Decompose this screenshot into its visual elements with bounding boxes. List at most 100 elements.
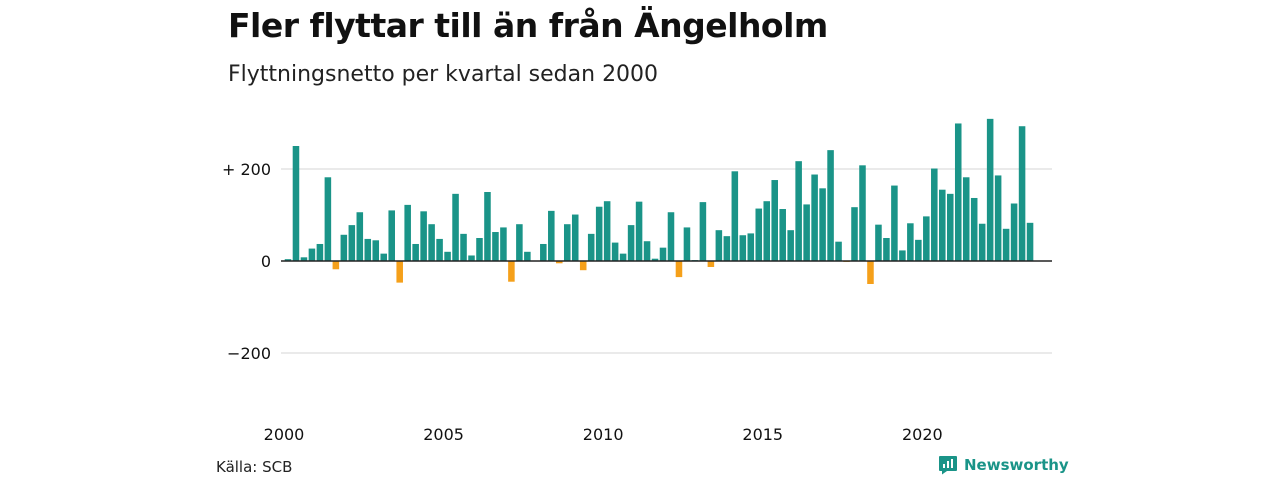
- bar-2004-k1: [412, 243, 419, 261]
- bar-2020-k3: [939, 189, 946, 261]
- bar-2008-k3: [556, 261, 563, 264]
- bar-2002-k2: [356, 212, 364, 261]
- bar-2003-k4: [404, 204, 411, 261]
- bar-2005-k2: [452, 193, 459, 261]
- bar-2008-k2: [548, 210, 555, 261]
- bar-2016-k4: [819, 188, 826, 261]
- bar-2019-k1: [891, 185, 898, 261]
- bar-2013-k3: [715, 230, 723, 261]
- y-tick-label: −200: [227, 344, 271, 363]
- bar-2000-k2: [292, 146, 300, 261]
- labels-layer: + 200 0 −200 2000 2005 2010 2015 2020: [222, 160, 943, 444]
- bar-2001-k2: [324, 177, 332, 261]
- bar-2000-k3: [300, 257, 308, 261]
- bar-2009-k2: [579, 261, 587, 271]
- x-tick-label: 2020: [902, 425, 943, 444]
- bar-2018-k3: [875, 224, 882, 261]
- y-tick-label: + 200: [222, 160, 271, 179]
- bar-2001-k1: [316, 243, 324, 261]
- bar-2005-k4: [468, 255, 475, 261]
- bar-2003-k3: [396, 261, 403, 283]
- bar-2013-k4: [723, 236, 731, 261]
- bar-2006-k1: [476, 238, 483, 261]
- bar-2010-k1: [603, 201, 611, 261]
- bar-2013-k2: [707, 261, 715, 267]
- bar-2020-k2: [931, 168, 938, 261]
- bar-2010-k2: [611, 242, 619, 261]
- bar-2002-k4: [372, 240, 380, 261]
- bar-2008-k1: [540, 243, 547, 261]
- bar-2018-k2: [867, 261, 874, 284]
- bar-2014-k2: [739, 235, 747, 261]
- bar-2002-k3: [364, 238, 372, 261]
- x-tick-label: 2010: [583, 425, 624, 444]
- bar-2012-k3: [683, 227, 691, 261]
- bar-2011-k3: [651, 258, 659, 261]
- bar-2016-k2: [803, 204, 810, 261]
- bar-2005-k3: [460, 233, 467, 261]
- chart-title: Fler flyttar till än från Ängelholm: [228, 6, 828, 45]
- x-tick-label: 2015: [742, 425, 783, 444]
- bar-2014-k3: [747, 233, 755, 261]
- bar-2021-k1: [954, 123, 962, 262]
- bar-2015-k1: [763, 201, 771, 261]
- bar-2021-k4: [978, 223, 986, 261]
- bar-2005-k1: [444, 251, 451, 261]
- bar-2015-k2: [771, 180, 778, 261]
- bar-2004-k2: [420, 211, 427, 261]
- bar-2009-k1: [571, 214, 579, 261]
- bar-2017-k1: [827, 150, 834, 261]
- bar-2011-k1: [635, 201, 643, 261]
- bar-2006-k4: [500, 227, 507, 261]
- bar-2001-k4: [340, 234, 348, 261]
- bar-2014-k1: [731, 171, 739, 261]
- bar-2020-k4: [946, 193, 954, 261]
- brand-name: Newsworthy: [964, 456, 1069, 474]
- bar-2023-k1: [1018, 126, 1026, 261]
- bar-2007-k1: [508, 261, 515, 282]
- bar-2003-k1: [380, 253, 388, 261]
- bar-2009-k4: [595, 206, 603, 261]
- bars-layer: [284, 118, 1034, 284]
- bar-2022-k2: [994, 175, 1002, 261]
- bar-2016-k1: [795, 161, 802, 261]
- bar-2023-k2: [1026, 222, 1034, 261]
- brand[interactable]: Newsworthy: [938, 455, 1069, 475]
- bar-2010-k4: [627, 225, 635, 261]
- bar-2019-k3: [907, 223, 914, 261]
- bar-2015-k3: [779, 209, 786, 261]
- y-tick-label: 0: [261, 252, 271, 271]
- bar-2002-k1: [348, 225, 356, 261]
- bar-2006-k2: [484, 192, 491, 261]
- x-tick-label: 2005: [423, 425, 464, 444]
- bar-2022-k4: [1010, 203, 1018, 261]
- x-tick-label: 2000: [264, 425, 305, 444]
- newsworthy-logo-icon: [939, 456, 957, 475]
- bar-2011-k2: [643, 241, 651, 261]
- bar-2013-k1: [699, 202, 707, 261]
- bar-2017-k4: [851, 207, 858, 261]
- bar-2000-k4: [308, 248, 316, 261]
- bar-2012-k1: [667, 212, 675, 261]
- source-note: Källa: SCB: [216, 458, 293, 476]
- chart-plot: + 200 0 −200 2000 2005 2010 2015 2020: [222, 118, 1052, 444]
- bar-2009-k3: [587, 233, 595, 261]
- bar-2004-k3: [428, 224, 435, 261]
- bar-2017-k2: [835, 241, 842, 261]
- bar-2007-k2: [516, 224, 523, 261]
- bar-2018-k4: [883, 238, 890, 261]
- bar-2008-k4: [563, 224, 571, 261]
- bar-2016-k3: [811, 174, 818, 261]
- grid-layer: [281, 168, 1052, 354]
- bar-2018-k1: [859, 165, 866, 261]
- bar-2019-k2: [899, 250, 906, 261]
- bar-2012-k2: [675, 261, 683, 278]
- bar-2004-k4: [436, 238, 443, 261]
- bar-2021-k3: [970, 197, 978, 261]
- bar-2010-k3: [619, 253, 627, 261]
- bar-2019-k4: [915, 239, 922, 261]
- bar-2022-k3: [1002, 228, 1010, 261]
- bar-2015-k4: [787, 230, 794, 261]
- bar-2022-k1: [986, 118, 994, 261]
- chart-subtitle: Flyttningsnetto per kvartal sedan 2000: [228, 62, 659, 87]
